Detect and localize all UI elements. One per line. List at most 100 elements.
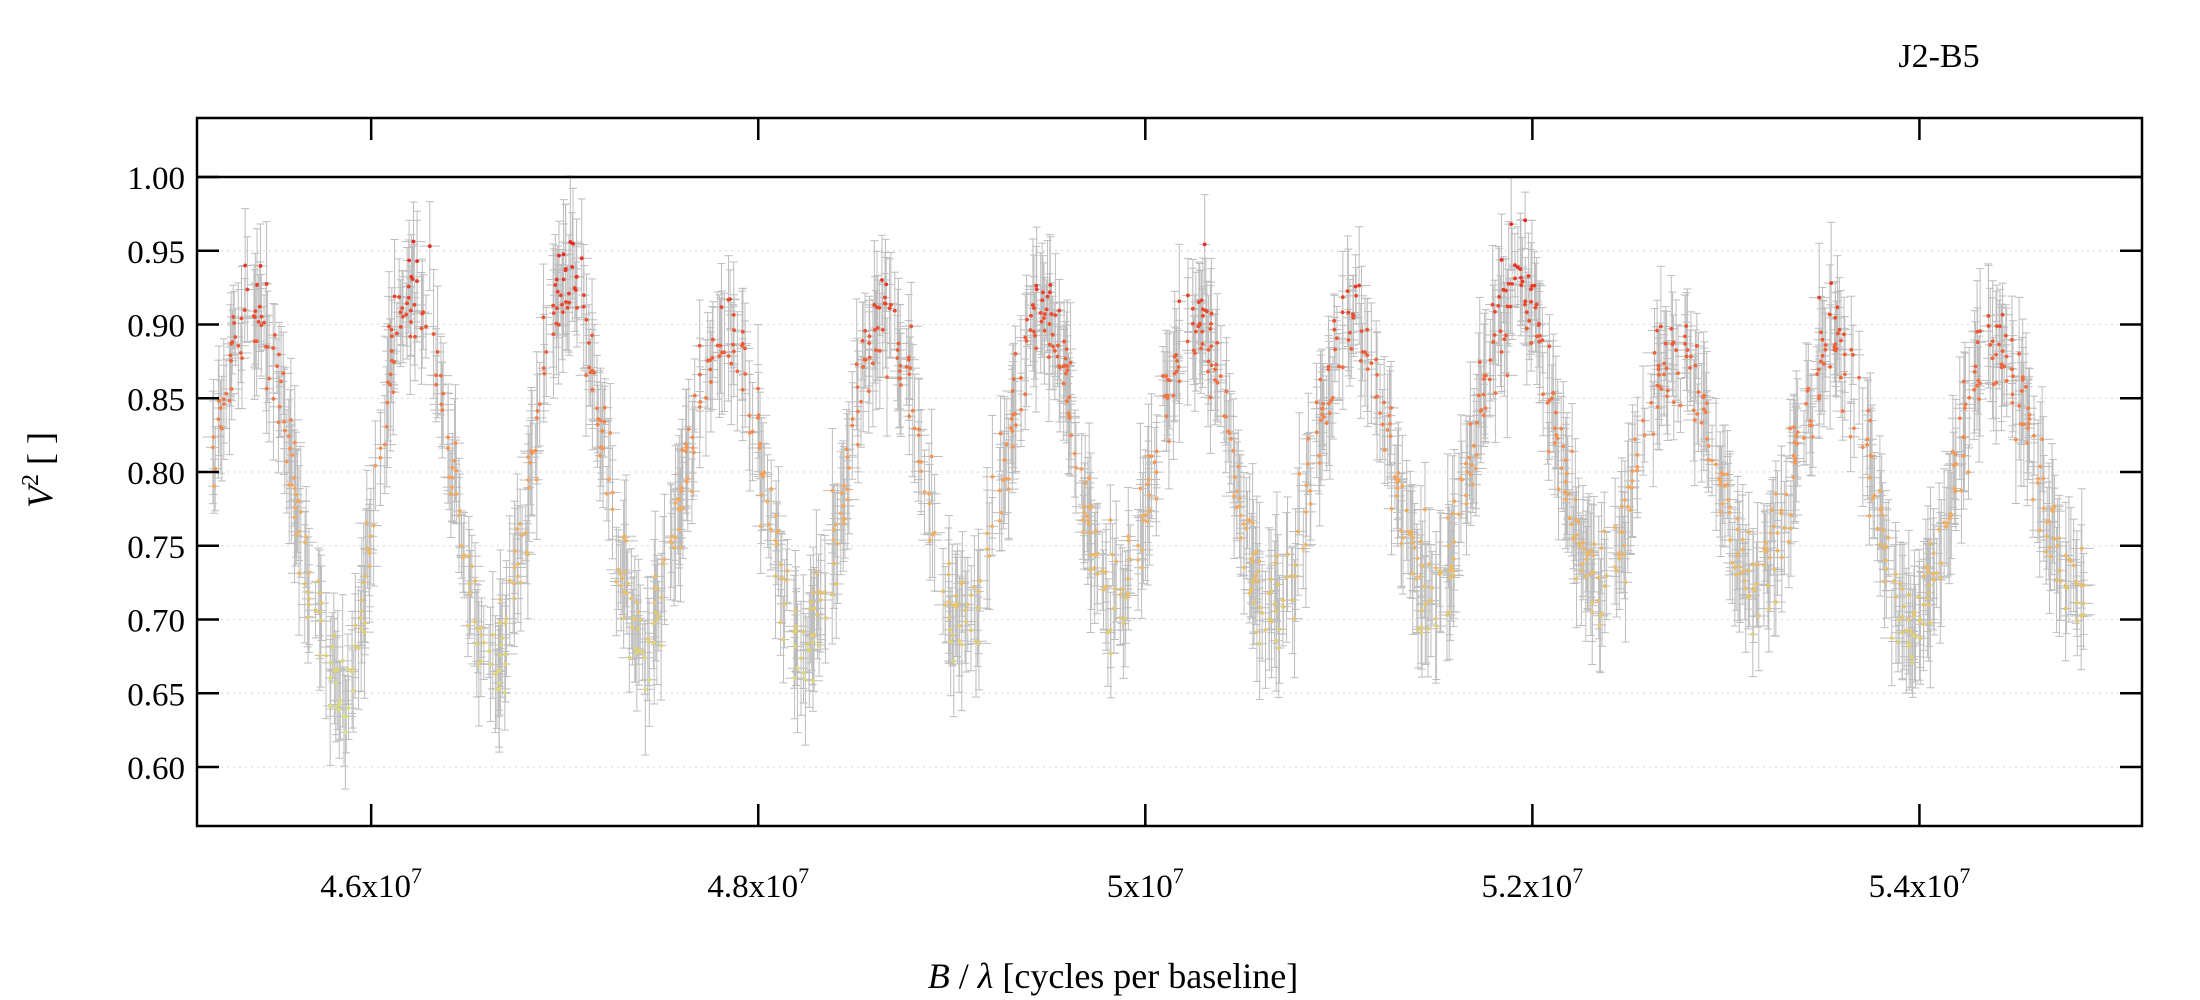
data-point [498, 653, 503, 657]
data-point [1623, 498, 1627, 502]
data-point [1986, 324, 1991, 328]
data-point [497, 680, 501, 685]
data-point [1910, 654, 1914, 659]
data-point [1281, 604, 1286, 609]
data-point [1851, 352, 1855, 357]
data-point [1939, 561, 1944, 566]
data-point [1868, 453, 1873, 458]
data-point [1047, 342, 1052, 347]
data-point [1635, 465, 1640, 469]
data-point [317, 590, 322, 595]
data-point [1772, 567, 1777, 572]
data-point [655, 617, 659, 622]
data-point [1438, 570, 1443, 575]
data-point [1382, 448, 1387, 452]
data-point [1835, 331, 1840, 336]
data-point [2003, 333, 2008, 338]
data-point [1589, 548, 1594, 553]
data-point [2010, 367, 2014, 372]
data-point [792, 676, 797, 681]
data-point [317, 653, 322, 658]
data-point [775, 542, 779, 547]
data-point [1556, 487, 1561, 492]
data-point [655, 586, 660, 591]
x-axis-title-b: B [928, 956, 950, 996]
y-tick-label: 0.80 [127, 456, 185, 492]
data-point [474, 641, 479, 646]
data-point [448, 492, 453, 496]
data-point [1913, 634, 1918, 639]
data-point [453, 441, 458, 446]
data-point [2064, 585, 2069, 590]
data-point [1590, 610, 1595, 614]
data-point [467, 582, 472, 586]
data-point [2011, 374, 2015, 379]
data-point [1118, 592, 1123, 597]
data-point [1141, 518, 1146, 523]
data-point [1263, 627, 1268, 632]
data-point [830, 592, 835, 597]
data-point [303, 540, 308, 545]
data-point [479, 625, 484, 630]
data-point [264, 386, 269, 391]
data-point [895, 348, 900, 352]
data-point [629, 596, 634, 601]
data-point [1029, 313, 1033, 318]
data-point [769, 487, 774, 491]
data-point [1430, 585, 1435, 590]
x-tick-label: 5x107 [1107, 863, 1184, 905]
data-point [1066, 411, 1071, 416]
data-point [1706, 444, 1711, 448]
data-point [735, 369, 740, 374]
data-point [765, 499, 770, 504]
data-point [1472, 443, 1476, 448]
data-point [1756, 614, 1761, 618]
data-point [1967, 395, 1972, 400]
data-point [2026, 406, 2031, 411]
data-point [1822, 361, 1826, 366]
data-point [621, 616, 626, 621]
data-point [1793, 456, 1798, 461]
data-point [1193, 351, 1197, 356]
data-point [1085, 518, 1090, 523]
data-point [1206, 369, 1210, 374]
x-tick-label: 4.8x107 [707, 863, 809, 905]
data-point [1999, 362, 2004, 367]
data-point [584, 317, 589, 322]
data-point [2063, 606, 2068, 611]
data-point [1249, 588, 1254, 593]
data-point [1232, 494, 1236, 498]
data-point [481, 640, 486, 645]
data-point [1028, 328, 1033, 332]
data-point [1529, 287, 1533, 292]
data-point [841, 517, 846, 521]
data-point [1898, 581, 1902, 586]
data-point [1975, 383, 1979, 388]
data-point [534, 477, 539, 482]
data-point [1583, 574, 1588, 579]
data-point [1332, 327, 1337, 332]
data-point [218, 424, 223, 429]
data-point [1553, 441, 1557, 445]
data-point [389, 349, 394, 354]
data-point [1529, 299, 1534, 304]
data-point [1032, 329, 1036, 334]
data-point [835, 541, 840, 546]
data-point [1889, 636, 1894, 640]
data-point [344, 714, 349, 719]
data-point [1502, 337, 1507, 342]
data-point [1064, 347, 1069, 351]
data-point [1860, 445, 1865, 450]
data-point [1237, 504, 1242, 509]
data-point [525, 552, 530, 557]
data-point [904, 364, 909, 369]
data-point [1047, 290, 1052, 295]
data-point [1881, 528, 1885, 533]
data-point [2027, 417, 2032, 421]
data-point [561, 277, 566, 282]
data-point [518, 580, 523, 585]
y-axis-title-rest: [ ] [20, 432, 60, 474]
data-point [793, 609, 798, 613]
data-point [1208, 327, 1213, 331]
data-point [1809, 423, 1814, 428]
